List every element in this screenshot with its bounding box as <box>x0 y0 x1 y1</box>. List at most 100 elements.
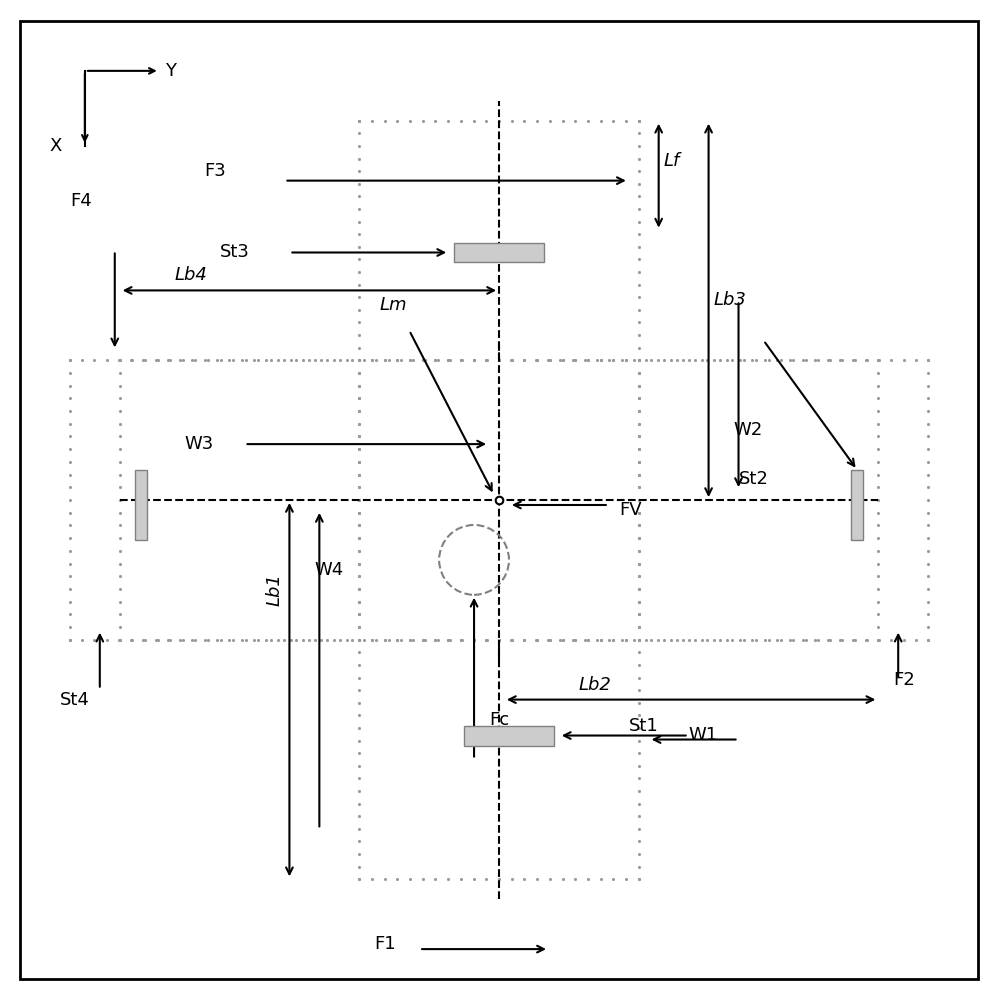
Point <box>62 530 78 546</box>
Point <box>351 314 367 330</box>
Point <box>870 378 886 394</box>
Point <box>631 859 647 875</box>
Point <box>163 352 179 368</box>
Point <box>870 403 886 419</box>
Point <box>577 352 593 368</box>
Point <box>62 632 78 648</box>
Point <box>62 352 78 368</box>
Point <box>745 352 760 368</box>
Point <box>351 416 367 432</box>
Point <box>313 632 329 648</box>
Point <box>920 581 936 597</box>
Point <box>137 632 153 648</box>
Point <box>344 352 360 368</box>
Point <box>376 352 392 368</box>
Point <box>376 871 392 887</box>
Point <box>737 352 752 368</box>
Point <box>631 403 647 419</box>
Point <box>516 352 532 368</box>
Point <box>920 517 936 533</box>
Point <box>62 517 78 533</box>
Point <box>112 454 128 470</box>
Point <box>688 352 704 368</box>
Point <box>631 594 647 610</box>
Point <box>732 632 748 648</box>
Point <box>454 352 470 368</box>
Point <box>112 378 128 394</box>
Point <box>555 352 571 368</box>
Point <box>602 632 618 648</box>
Point <box>125 352 141 368</box>
Point <box>883 352 899 368</box>
Point <box>173 632 189 648</box>
Point <box>516 871 532 887</box>
Point <box>580 632 596 648</box>
Point <box>567 352 583 368</box>
Point <box>631 682 647 698</box>
Point <box>565 632 581 648</box>
Point <box>555 632 571 648</box>
Point <box>528 632 544 648</box>
Point <box>606 632 622 648</box>
Point <box>688 632 704 648</box>
Point <box>351 113 367 129</box>
Point <box>294 352 310 368</box>
Point <box>631 758 647 774</box>
Point <box>895 632 911 648</box>
Text: Lb3: Lb3 <box>714 291 747 309</box>
Point <box>618 113 634 129</box>
Point <box>797 632 813 648</box>
Point <box>270 352 286 368</box>
Point <box>504 352 520 368</box>
Point <box>614 352 630 368</box>
Point <box>351 619 367 635</box>
Point <box>773 352 789 368</box>
Point <box>62 454 78 470</box>
Point <box>748 352 764 368</box>
Point <box>631 632 647 648</box>
Point <box>857 352 873 368</box>
Text: W4: W4 <box>314 561 343 579</box>
Point <box>785 352 801 368</box>
Point <box>694 352 710 368</box>
Point <box>351 632 367 648</box>
Text: St2: St2 <box>739 470 768 488</box>
Point <box>580 113 596 129</box>
Point <box>351 403 367 419</box>
Point <box>631 403 647 419</box>
Point <box>112 517 128 533</box>
Point <box>351 492 367 508</box>
Point <box>834 632 850 648</box>
Point <box>364 871 380 887</box>
Point <box>491 352 507 368</box>
Point <box>351 783 367 799</box>
Point <box>870 365 886 381</box>
Point <box>364 113 380 129</box>
Point <box>351 632 367 648</box>
Point <box>442 632 458 648</box>
Point <box>631 327 647 343</box>
Point <box>148 632 164 648</box>
Point <box>351 352 367 368</box>
Point <box>163 632 179 648</box>
Point <box>351 188 367 204</box>
Point <box>631 314 647 330</box>
Point <box>351 543 367 559</box>
Point <box>62 479 78 495</box>
Point <box>294 632 310 648</box>
Point <box>870 441 886 457</box>
Point <box>631 113 647 129</box>
Point <box>351 606 367 622</box>
Point <box>351 821 367 837</box>
Point <box>606 871 622 887</box>
Point <box>908 352 924 368</box>
Point <box>516 352 532 368</box>
Point <box>920 378 936 394</box>
Point <box>112 416 128 432</box>
Point <box>87 352 103 368</box>
Point <box>478 632 494 648</box>
Point <box>74 632 90 648</box>
Point <box>393 352 409 368</box>
Point <box>62 619 78 635</box>
Point <box>188 352 204 368</box>
